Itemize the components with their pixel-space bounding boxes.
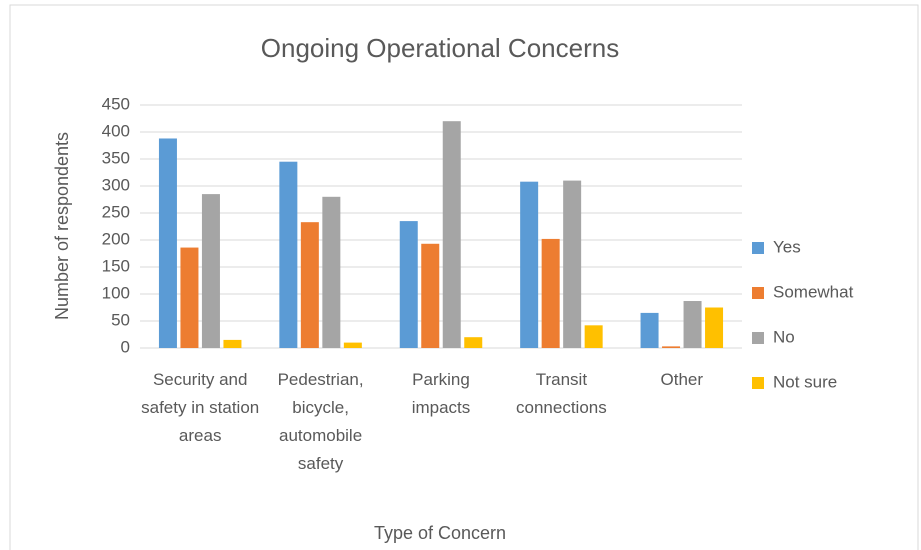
x-tick-label: Pedestrian, bicycle, automobile safety (277, 370, 364, 473)
x-tick-label-box: Parking impacts (411, 370, 471, 417)
chart-title: Ongoing Operational Concerns (261, 33, 619, 63)
bar (421, 243, 440, 348)
y-tick-label: 400 (102, 121, 130, 140)
y-tick-label: 50 (111, 310, 130, 329)
bar (662, 346, 681, 348)
y-tick-label: 150 (102, 256, 130, 275)
bar (442, 121, 461, 348)
bar (464, 337, 483, 348)
legend-label: No (773, 327, 795, 346)
x-tick-label: Security and safety in station areas (141, 370, 260, 445)
bar (705, 307, 724, 348)
y-tick-label: 100 (102, 283, 130, 302)
y-tick-label: 250 (102, 202, 130, 221)
bar (322, 196, 341, 348)
y-axis-title: Number of respondents (52, 132, 72, 320)
x-axis-title: Type of Concern (374, 523, 506, 543)
bar (300, 222, 319, 348)
legend-label: Not sure (773, 372, 837, 391)
bar (223, 339, 242, 348)
bar (640, 312, 659, 348)
legend-label: Somewhat (773, 282, 854, 301)
bar (683, 301, 702, 348)
legend-swatch (752, 287, 764, 299)
x-tick-label-box: Other (660, 370, 704, 389)
legend-swatch (752, 242, 764, 254)
bar (158, 138, 177, 348)
bar (541, 238, 560, 348)
bar (563, 180, 582, 348)
bar (520, 181, 539, 348)
legend-swatch (752, 377, 764, 389)
bar (584, 325, 603, 348)
x-tick-label-box: Pedestrian, bicycle, automobile safety (277, 370, 364, 473)
y-tick-label: 0 (121, 337, 130, 356)
x-tick-label: Transit connections (516, 370, 607, 417)
x-tick-label: Other (660, 370, 704, 389)
bar (279, 161, 298, 348)
bar (201, 194, 220, 348)
bar (180, 247, 199, 348)
bar (399, 221, 418, 348)
x-tick-label-box: Transit connections (516, 370, 607, 417)
y-tick-label: 300 (102, 175, 130, 194)
legend-swatch (752, 332, 764, 344)
y-tick-label: 450 (102, 94, 130, 113)
y-tick-label: 350 (102, 148, 130, 167)
legend-label: Yes (773, 237, 801, 256)
y-tick-label: 200 (102, 229, 130, 248)
bar (343, 342, 362, 348)
x-tick-label: Parking impacts (411, 370, 471, 417)
x-tick-label-box: Security and safety in station areas (141, 370, 260, 445)
